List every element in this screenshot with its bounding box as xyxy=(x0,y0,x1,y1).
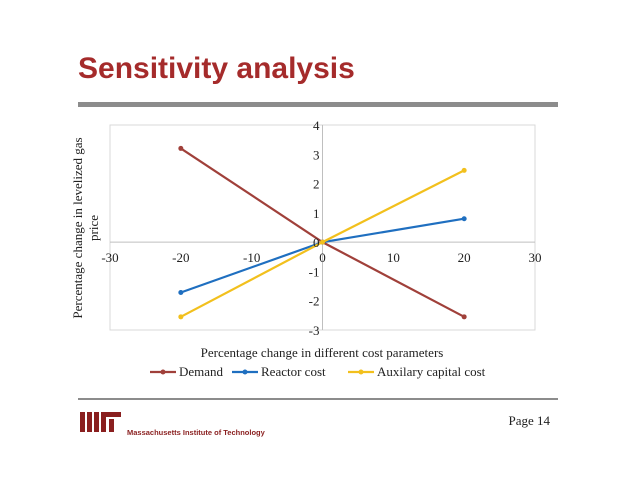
y-tick-label: -2 xyxy=(309,294,320,309)
y-tick-label: 2 xyxy=(313,177,320,192)
y-tick-label: 3 xyxy=(313,147,320,162)
x-tick-label: -20 xyxy=(172,250,189,265)
data-point xyxy=(461,314,467,320)
y-tick-label: 0 xyxy=(313,235,320,250)
legend-label: Demand xyxy=(179,364,224,379)
x-tick-label: 10 xyxy=(387,250,400,265)
data-point xyxy=(178,314,184,320)
y-axis-label: Percentage change in levelized gas price xyxy=(70,137,101,318)
data-point xyxy=(461,167,467,173)
x-axis-label: Percentage change in different cost para… xyxy=(201,345,444,360)
data-point xyxy=(461,216,467,222)
x-tick-label: 20 xyxy=(458,250,471,265)
legend-label: Auxilary capital cost xyxy=(377,364,486,379)
series-layer xyxy=(178,145,467,320)
data-point xyxy=(178,145,184,151)
y-axis-label-line2: price xyxy=(86,215,101,241)
mit-logo-icon xyxy=(80,412,121,432)
y-tick-label: 1 xyxy=(313,206,320,221)
x-tick-label: 0 xyxy=(319,250,326,265)
data-point xyxy=(320,239,325,245)
data-point xyxy=(178,290,184,296)
logo-text: Massachusetts Institute of Technology xyxy=(127,428,265,437)
legend-marker xyxy=(160,369,166,375)
legend-marker xyxy=(358,369,364,375)
slide-title: Sensitivity analysis xyxy=(78,52,355,85)
y-tick-label: -3 xyxy=(309,323,320,338)
footer-divider xyxy=(78,398,558,400)
x-tick-label: -10 xyxy=(243,250,260,265)
title-divider xyxy=(78,102,558,107)
legend-label: Reactor cost xyxy=(261,364,326,379)
x-tick-label: 30 xyxy=(529,250,542,265)
y-tick-label: -1 xyxy=(309,264,320,279)
legend-marker xyxy=(242,369,248,375)
page-number: Page 14 xyxy=(508,413,550,428)
x-tick-label: -30 xyxy=(101,250,118,265)
y-axis-label-line1: Percentage change in levelized gas xyxy=(70,137,85,318)
y-tick-label: 4 xyxy=(313,118,320,133)
legend: Demand Reactor cost Auxilary capital cost xyxy=(150,364,486,379)
